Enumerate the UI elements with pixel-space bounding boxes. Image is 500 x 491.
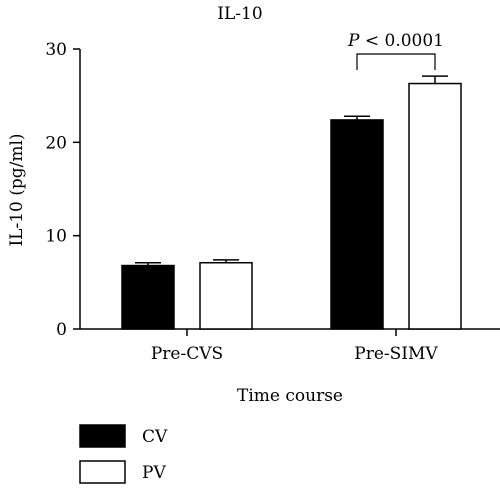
- x-tick-label: Pre-CVS: [151, 344, 223, 364]
- y-ticks: 0 10 20 30: [45, 40, 80, 340]
- legend-swatch-cv: [79, 424, 126, 448]
- legend: CV PV: [79, 424, 168, 484]
- significance-bracket: [356, 53, 436, 70]
- legend-label-pv: PV: [142, 463, 166, 483]
- y-axis-label: IL-10 (pg/ml): [7, 133, 27, 246]
- y-tick-label: 10: [45, 227, 67, 247]
- legend-label-cv: CV: [142, 427, 168, 447]
- bar-cv: [330, 119, 384, 330]
- bar-pv: [408, 82, 462, 330]
- x-ticks: Pre-CVS Pre-SIMV: [151, 329, 438, 364]
- bar-cv: [121, 264, 175, 330]
- significance-annotation: P < 0.0001: [347, 31, 444, 70]
- chart-title: IL-10: [217, 4, 262, 24]
- y-tick-label: 30: [45, 40, 67, 60]
- legend-swatch-pv: [79, 460, 126, 484]
- bar-pv: [199, 261, 253, 330]
- x-tick-label: Pre-SIMV: [354, 344, 438, 364]
- bars: [121, 75, 462, 330]
- y-tick-label: 20: [45, 133, 67, 153]
- y-tick-label: 0: [56, 320, 67, 340]
- x-axis-label: Time course: [237, 386, 343, 406]
- significance-label: P < 0.0001: [347, 31, 444, 51]
